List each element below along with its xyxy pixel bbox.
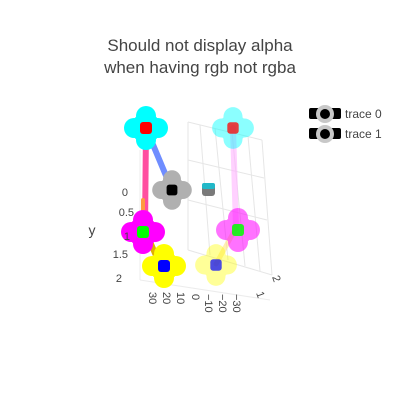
marker-petal — [234, 118, 254, 138]
trace-1-marker-core — [232, 224, 244, 236]
marker-petal — [217, 255, 237, 275]
trace-0-marker-core — [158, 260, 170, 272]
legend-swatch-center — [320, 129, 330, 139]
x-tick-label: 20 — [160, 292, 172, 304]
small-marker-top — [202, 183, 215, 189]
y-tick-label: 1 — [124, 231, 130, 243]
trace-1-marker — [195, 244, 237, 286]
chart-title-line-2: when having rgb not rgba — [103, 58, 296, 77]
marker-petal — [195, 255, 215, 275]
x-axis-ticks: 30 20 10 0 −10 −20 −30 — [146, 292, 242, 313]
y-tick-label: 2 — [116, 273, 122, 285]
y-tick-label: 0 — [122, 187, 128, 199]
x-tick-label: −20 — [216, 294, 228, 313]
x-tick-label: −30 — [230, 294, 242, 313]
legend-item-trace-0[interactable]: trace 0 — [309, 105, 382, 123]
legend: trace 0 trace 1 — [309, 105, 382, 143]
marker-petal — [223, 129, 243, 149]
z-tick-label: 2 — [269, 274, 282, 284]
scene-grid-6 — [187, 199, 268, 221]
y-tick-label: 0.5 — [119, 207, 134, 219]
trace-0-marker — [121, 210, 165, 254]
x-tick-label: −10 — [202, 294, 214, 313]
legend-label-trace-0: trace 0 — [345, 107, 382, 121]
trace-1-marker-core — [210, 259, 222, 271]
marker-petal — [212, 118, 232, 138]
y-axis-title: y — [89, 222, 96, 238]
trace-0-marker-core — [140, 122, 152, 134]
legend-item-trace-1[interactable]: trace 1 — [309, 125, 382, 143]
x-tick-label: 0 — [189, 294, 201, 300]
scene-edge-right — [261, 139, 273, 276]
scene-grid-2 — [214, 127, 229, 261]
x-tick-label: 10 — [174, 292, 186, 304]
legend-label-trace-1: trace 1 — [345, 127, 382, 141]
marker-petal — [206, 244, 226, 264]
trace-1-marker-core — [227, 122, 239, 134]
trace-0-marker-core — [166, 184, 178, 196]
chart-markers — [121, 106, 260, 288]
trace-0-marker-core — [137, 226, 149, 238]
marker-petal — [206, 266, 226, 286]
scene-edge-bottom — [187, 249, 273, 276]
legend-swatch-center — [320, 109, 330, 119]
scene-grid-4 — [247, 135, 261, 272]
scene-grid-5 — [187, 159, 265, 179]
trace-0-marker — [124, 106, 168, 150]
x-tick-label: 30 — [146, 292, 158, 304]
z-tick-label: 1 — [253, 290, 266, 300]
y-tick-label: 1.5 — [113, 249, 128, 261]
data-point-small — [202, 183, 215, 196]
chart-title-line-1: Should not display alpha — [107, 36, 293, 55]
marker-petal — [223, 107, 243, 127]
